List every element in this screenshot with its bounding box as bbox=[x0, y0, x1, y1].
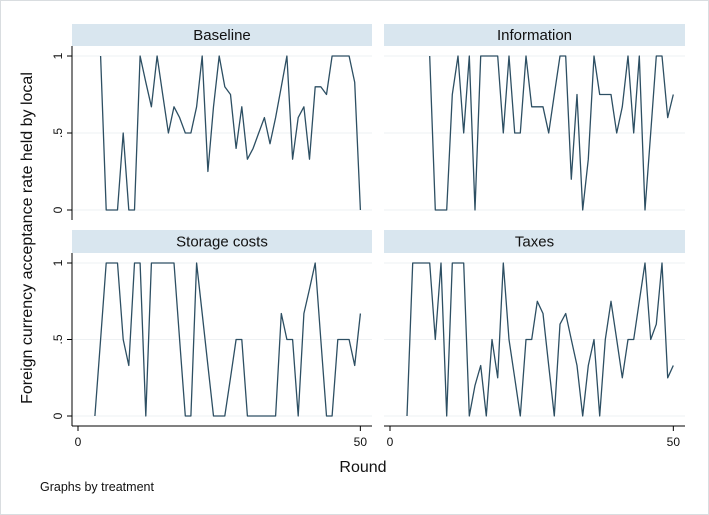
series-line bbox=[429, 55, 674, 211]
panel-grid: Baseline 0 .5 1 Information Storage costs 0 .5 1… bbox=[51, 24, 685, 449]
x-tick-label: 0 bbox=[75, 435, 82, 449]
y-tick-label: 0 bbox=[51, 206, 65, 213]
x-tick-label: 0 bbox=[387, 435, 394, 449]
y-tick-label: 0 bbox=[51, 412, 65, 419]
panel-baseline: Baseline 0 .5 1 bbox=[51, 24, 372, 220]
y-tick-label: .5 bbox=[51, 128, 65, 138]
series-line bbox=[406, 262, 674, 417]
panel-title-strip bbox=[384, 24, 685, 46]
series-line bbox=[94, 262, 362, 417]
x-axis-title: Round bbox=[339, 459, 386, 476]
x-tick-label: 50 bbox=[667, 435, 681, 449]
y-tick-label: .5 bbox=[51, 334, 65, 344]
panel-title: Storage costs bbox=[176, 234, 268, 251]
y-tick-label: 1 bbox=[51, 259, 65, 266]
y-axis-title: Foreign currency acceptance rate held by… bbox=[19, 72, 36, 404]
panel-title-strip bbox=[72, 230, 372, 253]
panel-title: Taxes bbox=[515, 234, 554, 251]
panel-information: Information bbox=[384, 24, 685, 220]
graphs-by-note: Graphs by treatment bbox=[40, 480, 154, 494]
panel-title: Baseline bbox=[193, 27, 251, 44]
panel-storage-costs: Storage costs 0 .5 1 0 50 bbox=[51, 230, 372, 449]
panel-taxes: Taxes 0 50 bbox=[384, 230, 685, 449]
panel-title: Information bbox=[497, 27, 572, 44]
y-tick-label: 1 bbox=[51, 52, 65, 59]
panel-title-strip bbox=[384, 230, 685, 253]
panel-title-strip bbox=[72, 24, 372, 46]
x-tick-label: 50 bbox=[354, 435, 368, 449]
series-line bbox=[99, 55, 362, 211]
